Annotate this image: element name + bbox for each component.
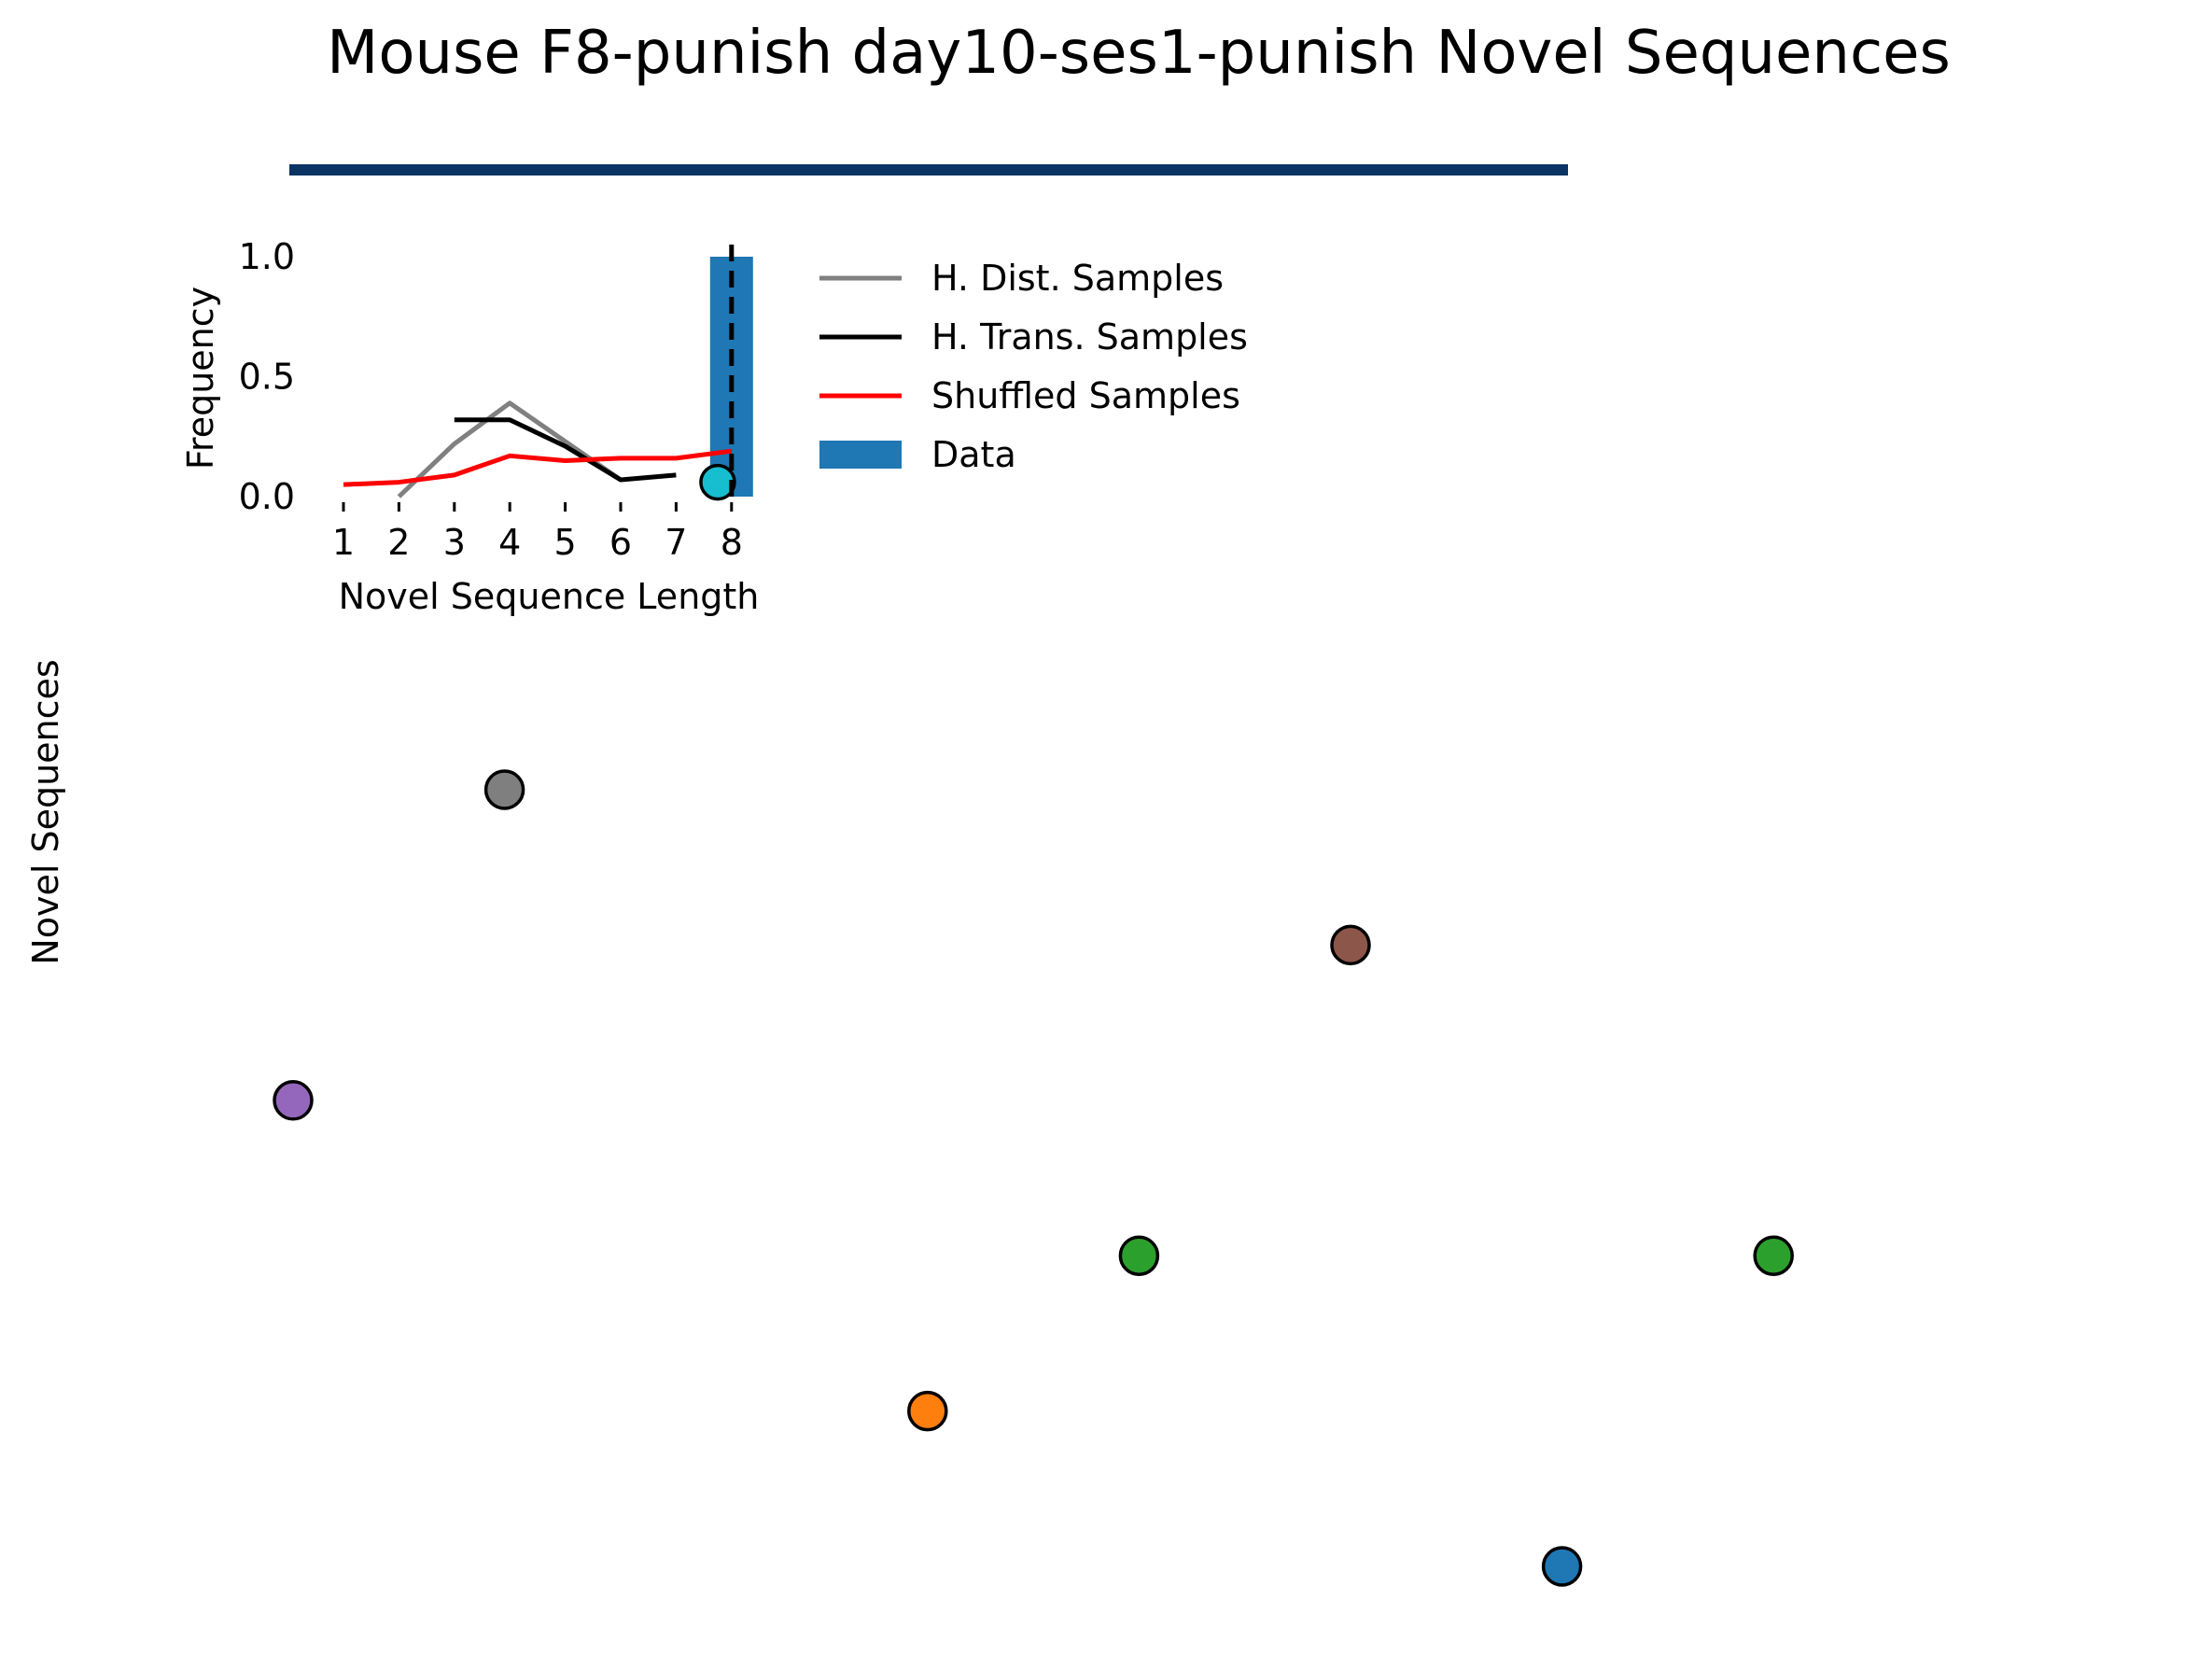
inset-y-axis: 0.0 0.5 1.0 — [239, 236, 295, 517]
inset-series-lines — [343, 400, 733, 498]
scatter-point — [273, 1080, 314, 1121]
x-tick-label: 4 — [498, 522, 521, 563]
legend-patch — [819, 441, 902, 469]
x-tick-label: 6 — [609, 522, 632, 563]
chart-title: Mouse F8-punish day10-ses1-punish Novel … — [327, 19, 1951, 88]
scatter-point — [907, 1390, 948, 1432]
legend-label: Data — [931, 434, 1016, 475]
scatter-point — [1541, 1546, 1583, 1587]
scatter-points — [273, 769, 1794, 1587]
main-scatter: Novel Sequences — [25, 659, 1794, 1587]
series-line — [343, 448, 733, 487]
x-tick-label: 5 — [554, 522, 577, 563]
data-marker — [699, 463, 736, 501]
scatter-point — [1118, 1235, 1160, 1276]
y-tick-label: 0.0 — [239, 476, 295, 517]
x-tick-label: 7 — [665, 522, 687, 563]
legend-label: H. Dist. Samples — [931, 258, 1224, 299]
legend: H. Dist. Samples H. Trans. Samples Shuffle… — [819, 258, 1248, 475]
inset-annotations — [699, 245, 736, 504]
series-line — [397, 400, 623, 498]
y-tick-label: 1.0 — [239, 236, 295, 277]
y-tick-label: 0.5 — [239, 357, 295, 398]
legend-label: H. Trans. Samples — [931, 316, 1248, 358]
main-y-axis-label: Novel Sequences — [25, 659, 66, 964]
inset-x-axis-label: Novel Sequence Length — [339, 576, 760, 617]
legend-label: Shuffled Samples — [931, 375, 1240, 416]
series-line — [454, 417, 677, 483]
scatter-point — [1753, 1235, 1794, 1276]
x-tick-label: 8 — [721, 522, 743, 563]
scatter-point — [1330, 924, 1371, 966]
x-tick-label: 3 — [443, 522, 466, 563]
scatter-point — [483, 769, 525, 810]
inset-y-axis-label: Frequency — [180, 287, 221, 470]
x-tick-label: 2 — [387, 522, 410, 563]
x-tick-label: 1 — [332, 522, 355, 563]
